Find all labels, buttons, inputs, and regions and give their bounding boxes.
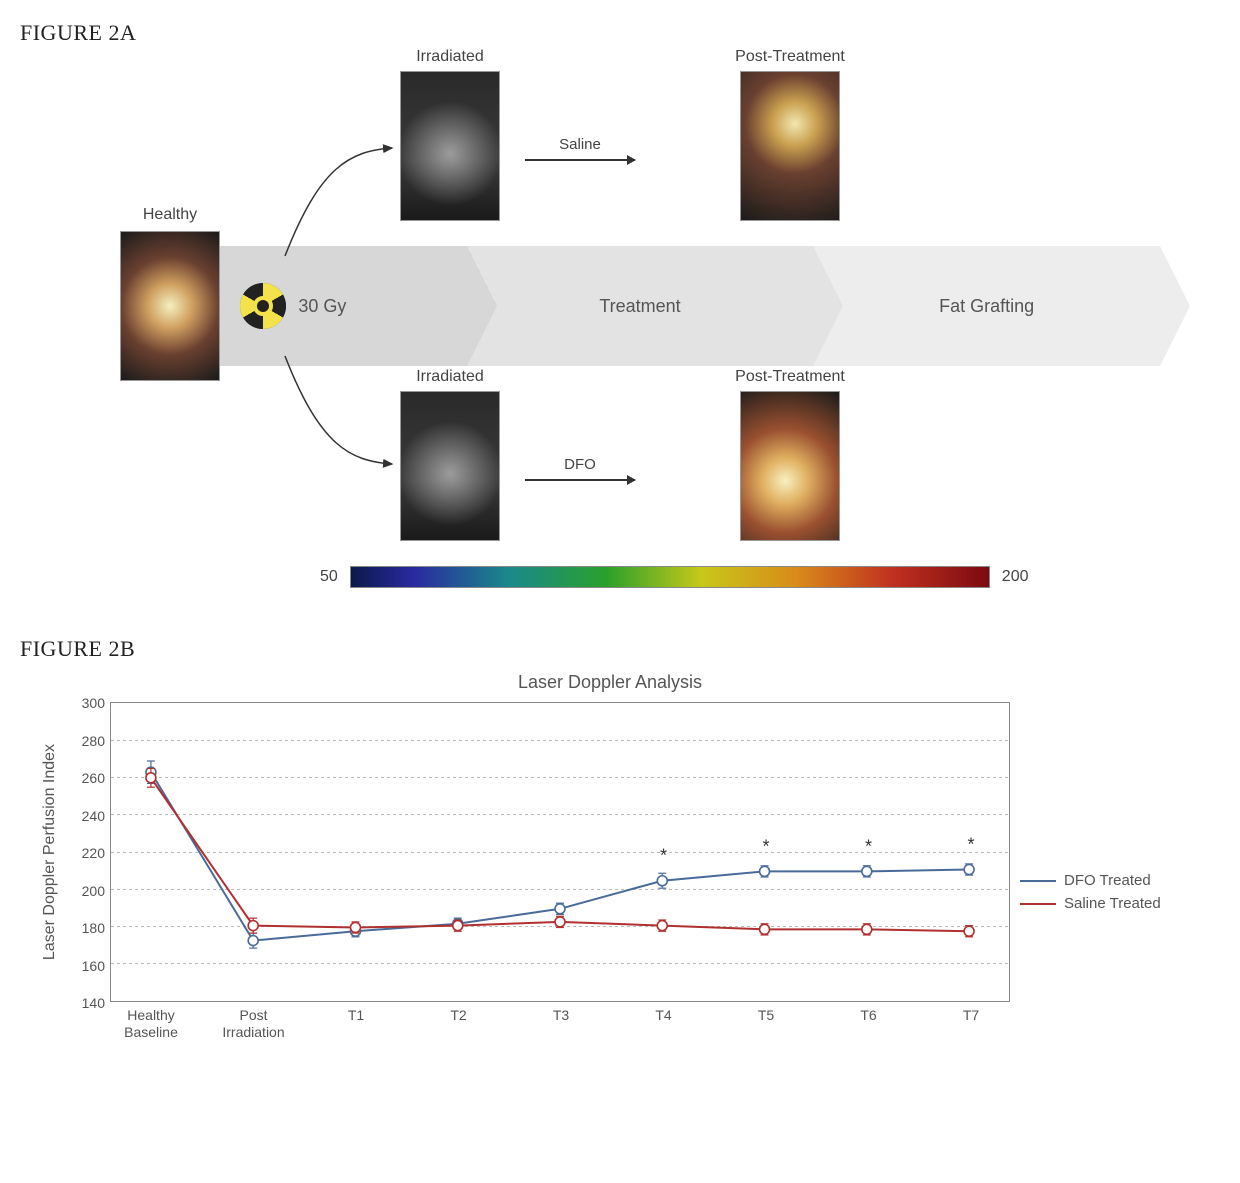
chart-legend: DFO Treated Saline Treated <box>1020 872 1161 918</box>
chart-title: Laser Doppler Analysis <box>20 672 1200 693</box>
saline-label: Saline <box>559 136 601 153</box>
step-treatment: Treatment <box>467 246 814 366</box>
irradiated-bottom-label: Irradiated <box>370 368 530 386</box>
x-tick: T3 <box>553 1001 569 1024</box>
colorbar-max: 200 <box>1002 568 1029 586</box>
y-tick: 180 <box>71 920 111 936</box>
dfo-arrow: DFO <box>525 456 635 481</box>
x-tick: T5 <box>758 1001 774 1024</box>
x-tick: Healthy Baseline <box>124 1001 178 1041</box>
figure-2a-label: FIGURE 2A <box>20 20 1220 46</box>
significance-star: * <box>967 834 974 855</box>
irradiated-top-label: Irradiated <box>370 48 530 66</box>
x-tick: T2 <box>450 1001 466 1024</box>
y-tick: 280 <box>71 733 111 749</box>
legend-dfo-label: DFO Treated <box>1064 872 1151 889</box>
legend-dfo: DFO Treated <box>1020 872 1161 889</box>
post-treatment-top-label: Post-Treatment <box>710 48 870 66</box>
y-tick: 220 <box>71 845 111 861</box>
dfo-label: DFO <box>564 456 596 473</box>
x-tick: T4 <box>655 1001 671 1024</box>
healthy-thermal-image <box>120 231 220 381</box>
x-tick: T7 <box>963 1001 979 1024</box>
y-tick: 300 <box>71 695 111 711</box>
post-saline-thermal-image <box>740 71 840 221</box>
radiation-icon <box>240 283 286 329</box>
y-tick: 260 <box>71 770 111 786</box>
process-flow-band: 30 Gy Treatment Fat Grafting <box>120 246 1160 366</box>
chart-plot-area: 140160180200220240260280300Healthy Basel… <box>110 702 1010 1002</box>
legend-saline-label: Saline Treated <box>1064 895 1161 912</box>
radiation-dose-label: 30 Gy <box>298 296 346 317</box>
x-tick: T1 <box>348 1001 364 1024</box>
y-tick: 140 <box>71 995 111 1011</box>
y-tick: 160 <box>71 958 111 974</box>
y-tick: 200 <box>71 883 111 899</box>
step-treatment-label: Treatment <box>599 296 680 317</box>
post-dfo-thermal-image <box>740 391 840 541</box>
figure-2a-diagram: 30 Gy Treatment Fat Grafting Healthy Irr… <box>20 56 1200 616</box>
colorbar-min: 50 <box>320 568 338 586</box>
y-axis-label: Laser Doppler Perfusion Index <box>40 702 60 1002</box>
irradiated-saline-thermal-image <box>400 71 500 221</box>
legend-saline: Saline Treated <box>1020 895 1161 912</box>
legend-line-dfo <box>1020 880 1056 882</box>
significance-star: * <box>660 846 667 867</box>
irradiated-dfo-thermal-image <box>400 391 500 541</box>
step-fat-grafting: Fat Grafting <box>813 246 1160 366</box>
figure-2b-label: FIGURE 2B <box>20 636 1220 662</box>
post-treatment-bottom-label: Post-Treatment <box>710 368 870 386</box>
perfusion-colorbar: 50 200 <box>320 566 1029 588</box>
x-tick: T6 <box>860 1001 876 1024</box>
x-tick: Post Irradiation <box>222 1001 284 1041</box>
y-tick: 240 <box>71 808 111 824</box>
colorbar-gradient <box>350 566 990 588</box>
legend-line-saline <box>1020 903 1056 905</box>
figure-2b-chart: Laser Doppler Analysis Laser Doppler Per… <box>20 672 1200 1052</box>
healthy-label: Healthy <box>90 206 250 224</box>
step-fatgraft-label: Fat Grafting <box>939 296 1034 317</box>
saline-arrow: Saline <box>525 136 635 161</box>
significance-star: * <box>865 836 872 857</box>
significance-star: * <box>762 836 769 857</box>
